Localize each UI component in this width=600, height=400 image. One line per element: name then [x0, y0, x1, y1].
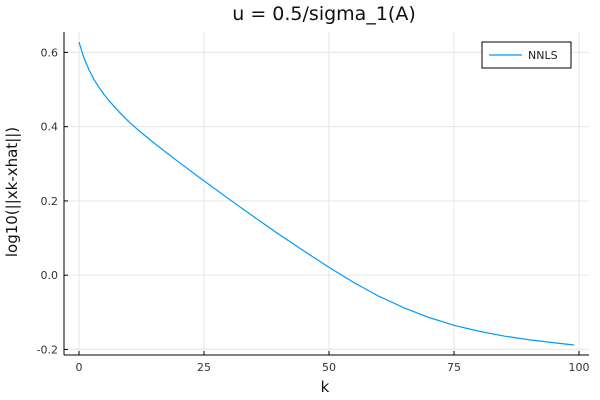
chart-title: u = 0.5/sigma_1(A) — [232, 3, 415, 25]
x-tick-label: 25 — [197, 361, 211, 374]
series-line-nnls — [78, 41, 575, 346]
y-tick-label: 0.0 — [41, 269, 59, 282]
y-tick-label: -0.2 — [37, 343, 58, 356]
x-tick-label: 75 — [447, 361, 461, 374]
y-tick-label: 0.6 — [41, 46, 59, 59]
y-axis-label: log10(||xk-xhat||) — [3, 127, 21, 257]
series-layer — [78, 41, 575, 346]
x-tick-label: 0 — [76, 361, 83, 374]
y-tick-label: 0.2 — [41, 195, 59, 208]
x-tick-label: 100 — [569, 361, 590, 374]
axes — [63, 32, 589, 356]
x-axis-label: k — [321, 378, 330, 396]
grid — [64, 32, 589, 355]
y-tick-label: 0.4 — [41, 121, 59, 134]
x-tick-label: 50 — [322, 361, 336, 374]
legend-label-nnls: NNLS — [528, 49, 558, 62]
legend: NNLS — [481, 41, 572, 69]
ticks: 0 25 50 75 100 -0.2 0.0 0.2 0.4 0.6 — [37, 46, 590, 374]
